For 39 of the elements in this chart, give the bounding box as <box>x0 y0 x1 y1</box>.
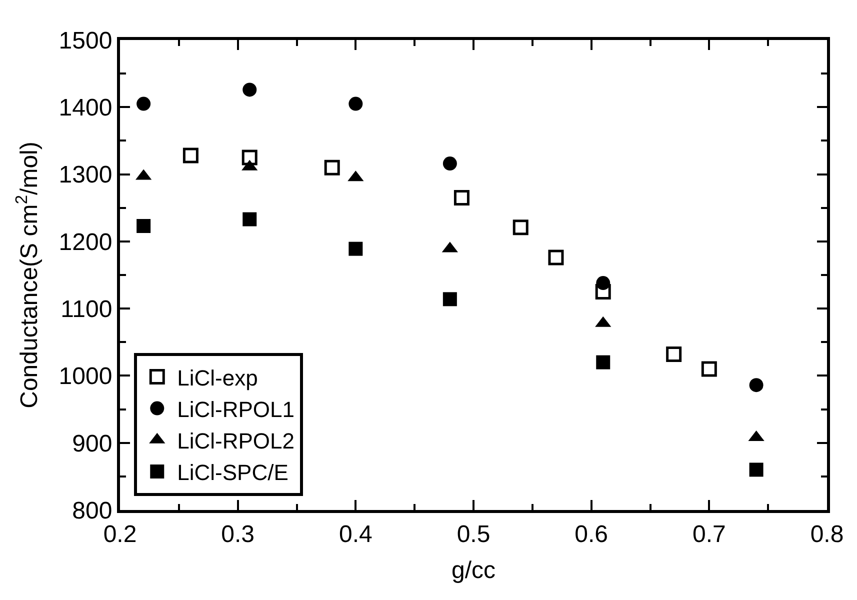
legend-label: LiCl-exp <box>177 365 258 390</box>
point <box>348 96 363 111</box>
point <box>701 361 717 377</box>
point <box>666 346 682 362</box>
legend-label: LiCl-SPC/E <box>177 460 288 486</box>
point <box>442 156 457 171</box>
point <box>512 220 528 236</box>
legend-label: LiCl-RPOL2 <box>177 428 295 454</box>
point <box>136 96 151 111</box>
point <box>548 250 564 266</box>
x-tick-label: 0.3 <box>221 520 255 548</box>
point <box>596 355 610 370</box>
y-tick-label: 1300 <box>58 162 112 189</box>
point <box>242 82 257 97</box>
y-tick-label: 1400 <box>58 94 112 122</box>
point <box>454 190 470 206</box>
x-tick-label: 0.5 <box>456 520 490 548</box>
point <box>595 284 611 300</box>
point <box>324 160 340 176</box>
x-axis-title: g/cc <box>451 557 496 584</box>
point <box>182 148 198 164</box>
point <box>242 212 257 226</box>
y-tick-label: 1100 <box>60 296 112 323</box>
point <box>596 276 610 290</box>
point <box>442 292 457 306</box>
x-tick-label: 0.7 <box>692 520 726 548</box>
x-tick-label: 0.8 <box>810 520 844 548</box>
point <box>749 462 764 477</box>
point <box>749 378 764 392</box>
y-tick-label: 1000 <box>58 363 112 390</box>
y-tick-label: 1500 <box>58 27 112 54</box>
x-tick-label: 0.4 <box>338 520 372 548</box>
y-tick-label: 900 <box>72 430 112 458</box>
legend-label: LiCl-RPOL1 <box>177 396 295 422</box>
x-tick-label: 0.6 <box>574 520 608 548</box>
point <box>242 150 258 166</box>
y-tick-label: 1200 <box>58 228 112 256</box>
point <box>136 218 151 233</box>
point <box>348 242 363 256</box>
